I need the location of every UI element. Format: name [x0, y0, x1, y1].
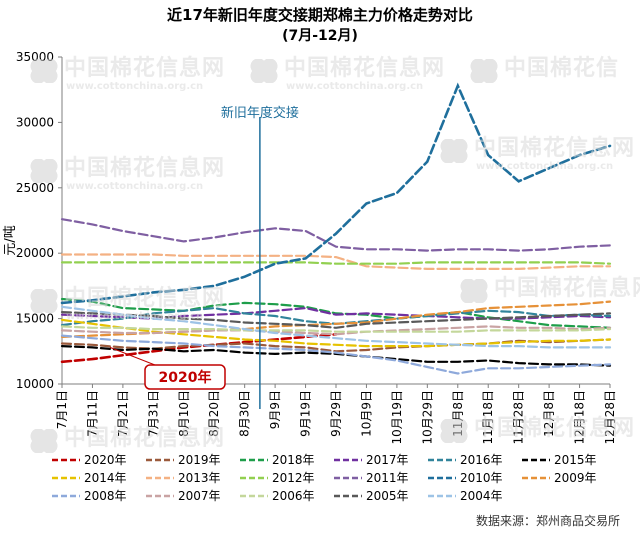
legend-label: 2020年 [84, 453, 127, 467]
x-tick-label: 11月8日 [451, 390, 465, 437]
legend-label: 2019年 [178, 453, 221, 467]
legend-label: 2007年 [178, 489, 221, 503]
x-tick-label: 7月21日 [116, 390, 130, 437]
series-line-12 [60, 334, 612, 375]
series-line-13 [60, 325, 612, 336]
x-tick-label: 9月19日 [299, 390, 313, 437]
y-tick-label: 20000 [16, 246, 54, 260]
series-line-14 [60, 325, 612, 333]
y-tick-label: 30000 [16, 115, 54, 129]
source-note: 数据来源：郑州商品交易所 [476, 513, 620, 528]
legend-label: 2012年 [272, 471, 315, 485]
series-line-5 [60, 345, 612, 367]
legend-label: 2010年 [460, 471, 503, 485]
series-line-10 [60, 82, 612, 305]
x-tick-label: 9月29日 [329, 390, 343, 437]
x-tick-label: 10月29日 [420, 390, 434, 445]
x-tick-label: 10月19日 [390, 390, 404, 445]
x-tick-label: 12月28日 [603, 390, 617, 445]
legend-label: 2015年 [554, 453, 597, 467]
chart-title: 近17年新旧年度交接期郑棉主力价格走势对比 [167, 6, 473, 24]
series-line-15 [60, 311, 612, 329]
legend-label: 2011年 [366, 471, 409, 485]
y-axis-label: 元/吨 [3, 225, 18, 255]
series-line-16 [60, 305, 612, 349]
x-tick-label: 8月30日 [238, 390, 252, 437]
x-tick-label: 10月9日 [359, 390, 373, 437]
series-line-9 [60, 218, 612, 252]
transition-marker-label: 新旧年度交接 [221, 105, 299, 121]
legend-label: 2013年 [178, 471, 221, 485]
series-line-8 [60, 261, 612, 265]
legend-label: 2017年 [366, 453, 409, 467]
series-line-2 [60, 297, 612, 329]
callout-box [144, 364, 226, 390]
legend-label: 2004年 [460, 489, 503, 503]
callout-pointer [109, 346, 156, 366]
series-line-6 [60, 318, 612, 348]
legend-label: 2014年 [84, 471, 127, 485]
legend-label: 2005年 [366, 489, 409, 503]
callout-label: 2020年 [159, 369, 212, 386]
x-tick-label: 11月18日 [481, 390, 495, 445]
legend-label: 2018年 [272, 453, 315, 467]
chart-subtitle: (7月-12月) [282, 28, 358, 44]
x-tick-label: 12月18日 [573, 390, 587, 445]
x-tick-label: 8月10日 [177, 390, 191, 437]
y-tick-label: 35000 [16, 50, 54, 64]
x-tick-label: 11月28日 [512, 390, 526, 445]
legend-label: 2009年 [554, 471, 597, 485]
x-tick-label: 7月11日 [85, 390, 99, 437]
x-tick-label: 12月8日 [542, 390, 556, 437]
y-tick-label: 10000 [16, 377, 54, 391]
x-tick-label: 8月20日 [207, 390, 221, 437]
y-tick-label: 15000 [16, 312, 54, 326]
y-tick-label: 25000 [16, 181, 54, 195]
x-tick-label: 7月31日 [146, 390, 160, 437]
legend-label: 2016年 [460, 453, 503, 467]
x-tick-label: 9月9日 [268, 390, 282, 429]
series-line-7 [60, 253, 612, 270]
legend-label: 2006年 [272, 489, 315, 503]
legend-label: 2008年 [84, 489, 127, 503]
x-tick-label: 7月1日 [55, 390, 69, 429]
